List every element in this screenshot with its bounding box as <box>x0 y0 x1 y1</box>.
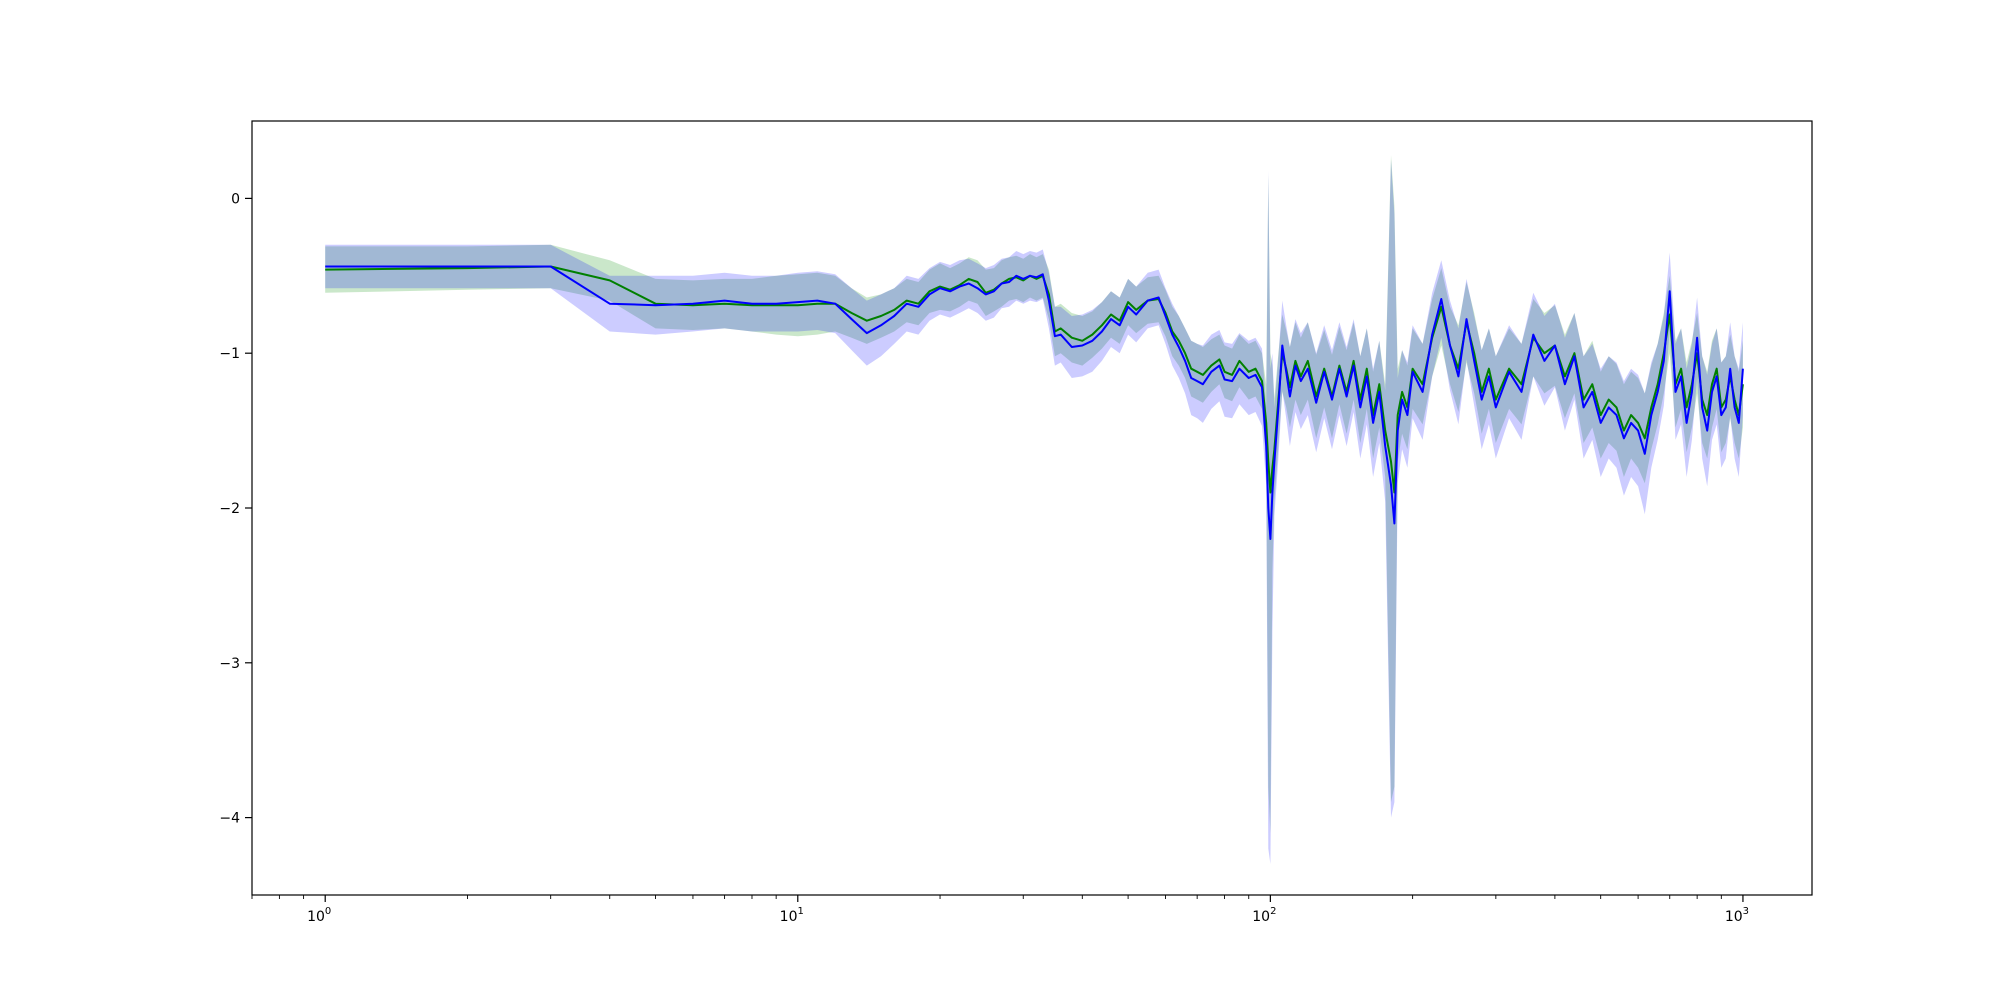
x-tick-label: 101 <box>780 906 804 925</box>
x-tick-exponent: 1 <box>798 906 804 917</box>
x-tick-base: 10 <box>780 909 798 925</box>
x-tick-label: 100 <box>307 906 331 925</box>
y-tick-label: −1 <box>219 346 240 362</box>
x-tick-label: 102 <box>1252 906 1276 925</box>
x-tick-exponent: 0 <box>325 906 331 917</box>
x-tick-exponent: 3 <box>1743 906 1749 917</box>
x-tick-exponent: 2 <box>1270 906 1276 917</box>
x-tick-label: 103 <box>1725 906 1749 925</box>
series-2-band <box>325 159 1743 864</box>
x-tick-base: 10 <box>1252 909 1270 925</box>
y-tick-label: −3 <box>219 656 240 672</box>
y-tick-label: 0 <box>231 191 240 207</box>
x-tick-base: 10 <box>1725 909 1743 925</box>
y-axis: 0 −1 −2 −3 −4 <box>219 191 252 827</box>
series-1-band <box>325 155 1743 834</box>
y-tick-label: −4 <box>219 811 240 827</box>
series-lines <box>325 265 1744 540</box>
y-tick-label: −2 <box>219 501 240 517</box>
x-axis: 100 101 102 103 <box>251 895 1749 925</box>
series-2-line <box>325 265 1744 540</box>
x-tick-base: 10 <box>307 909 325 925</box>
confidence-bands <box>325 155 1743 864</box>
